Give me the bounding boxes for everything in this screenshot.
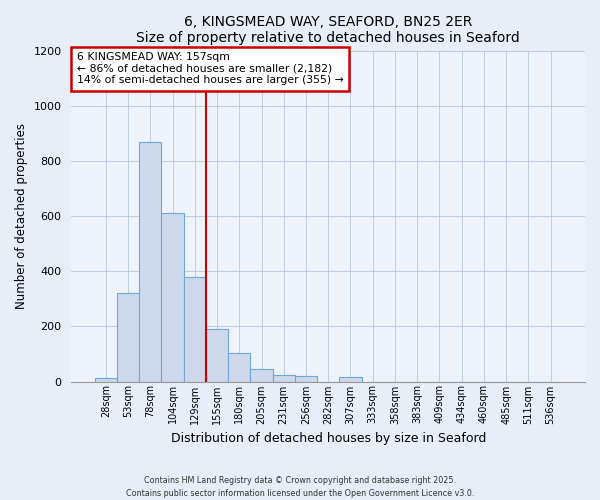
Bar xyxy=(206,329,228,382)
Y-axis label: Number of detached properties: Number of detached properties xyxy=(15,123,28,309)
Bar xyxy=(295,376,317,382)
Bar xyxy=(272,374,295,382)
Title: 6, KINGSMEAD WAY, SEAFORD, BN25 2ER
Size of property relative to detached houses: 6, KINGSMEAD WAY, SEAFORD, BN25 2ER Size… xyxy=(136,15,520,45)
Bar xyxy=(250,368,272,382)
Bar xyxy=(117,294,139,382)
Text: Contains HM Land Registry data © Crown copyright and database right 2025.
Contai: Contains HM Land Registry data © Crown c… xyxy=(126,476,474,498)
Bar xyxy=(161,214,184,382)
X-axis label: Distribution of detached houses by size in Seaford: Distribution of detached houses by size … xyxy=(170,432,486,445)
Bar xyxy=(340,378,362,382)
Bar xyxy=(139,142,161,382)
Bar xyxy=(184,276,206,382)
Text: 6 KINGSMEAD WAY: 157sqm
← 86% of detached houses are smaller (2,182)
14% of semi: 6 KINGSMEAD WAY: 157sqm ← 86% of detache… xyxy=(77,52,343,86)
Bar xyxy=(228,352,250,382)
Bar xyxy=(95,378,117,382)
